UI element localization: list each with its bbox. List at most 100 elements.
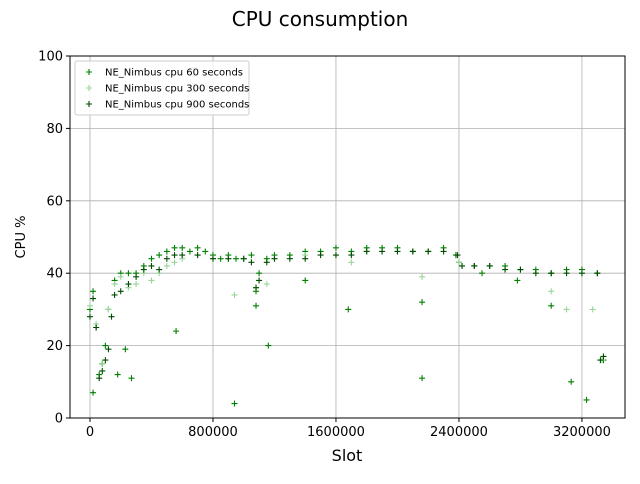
- data-point: [156, 252, 163, 259]
- data-point: [171, 244, 178, 251]
- data-point: [148, 262, 155, 269]
- legend-box: [74, 60, 250, 116]
- data-points: [86, 244, 607, 407]
- data-point: [122, 346, 129, 353]
- data-point: [99, 360, 106, 367]
- data-point: [548, 288, 555, 295]
- data-point: [105, 346, 112, 353]
- data-point: [263, 259, 270, 266]
- data-point: [179, 252, 186, 259]
- x-tick-label: 1600000: [307, 425, 365, 440]
- data-point: [563, 306, 570, 313]
- data-point: [345, 306, 352, 313]
- data-point: [248, 252, 255, 259]
- data-point: [286, 255, 293, 262]
- data-point: [454, 252, 461, 259]
- legend-marker: [86, 69, 92, 75]
- data-point: [256, 270, 263, 277]
- data-point: [363, 248, 370, 255]
- data-point: [133, 273, 140, 280]
- data-point: [548, 302, 555, 309]
- data-point: [148, 255, 155, 262]
- x-tick-label: 3200000: [553, 425, 611, 440]
- data-point: [163, 255, 170, 262]
- legend-marker: [86, 85, 92, 91]
- data-point: [102, 357, 109, 364]
- data-point: [108, 313, 115, 320]
- data-point: [102, 342, 109, 349]
- data-point: [471, 262, 478, 269]
- data-point: [179, 244, 186, 251]
- data-point: [173, 328, 180, 335]
- data-point: [594, 270, 601, 277]
- data-point: [455, 259, 462, 266]
- y-tick-label: 40: [46, 267, 63, 282]
- data-point: [111, 291, 118, 298]
- data-point: [379, 248, 386, 255]
- data-point: [125, 281, 132, 288]
- data-point: [217, 255, 224, 262]
- data-point: [209, 255, 216, 262]
- legend: NE_Nimbus cpu 60 seconds NE_Nimbus cpu 30…: [74, 60, 250, 116]
- data-point: [114, 371, 121, 378]
- data-point: [479, 270, 486, 277]
- data-point: [111, 281, 118, 288]
- x-axis-ticks: 0 800000 1600000 2400000 3200000: [86, 418, 611, 440]
- data-point: [186, 248, 193, 255]
- data-point: [140, 266, 147, 273]
- data-point: [194, 244, 201, 251]
- y-tick-label: 0: [55, 412, 63, 427]
- y-tick-label: 60: [46, 194, 63, 209]
- data-point: [225, 255, 232, 262]
- data-point: [133, 281, 140, 288]
- data-point: [517, 266, 524, 273]
- y-tick-label: 20: [46, 339, 63, 354]
- data-point: [563, 270, 570, 277]
- data-point: [332, 252, 339, 259]
- data-point: [332, 244, 339, 251]
- data-point: [90, 389, 97, 396]
- data-point: [99, 367, 106, 374]
- data-point: [440, 248, 447, 255]
- x-tick-label: 2400000: [430, 425, 488, 440]
- data-point: [163, 248, 170, 255]
- data-point: [419, 299, 426, 306]
- data-point: [231, 291, 238, 298]
- y-tick-label: 80: [46, 122, 63, 137]
- x-tick-label: 800000: [188, 425, 238, 440]
- legend-entry-2: NE_Nimbus cpu 300 seconds: [105, 84, 249, 95]
- chart-title: CPU consumption: [232, 7, 409, 31]
- data-point: [117, 288, 124, 295]
- data-point: [86, 313, 93, 320]
- data-point: [419, 375, 426, 382]
- data-point: [233, 255, 240, 262]
- data-point: [253, 302, 260, 309]
- data-point: [96, 375, 103, 382]
- data-point: [425, 248, 432, 255]
- y-tick-label: 100: [38, 50, 63, 65]
- data-point: [248, 259, 255, 266]
- data-point: [256, 277, 263, 284]
- data-point: [90, 288, 97, 295]
- data-point: [578, 270, 585, 277]
- data-point: [105, 306, 112, 313]
- x-axis-label: Slot: [332, 446, 363, 465]
- data-point: [348, 259, 355, 266]
- data-point: [253, 284, 260, 291]
- data-point: [117, 273, 124, 280]
- legend-entry-1: NE_Nimbus cpu 60 seconds: [105, 68, 243, 79]
- data-point: [302, 255, 309, 262]
- data-point: [514, 277, 521, 284]
- data-point: [163, 262, 170, 269]
- data-point: [394, 248, 401, 255]
- data-point: [148, 277, 155, 284]
- data-point: [156, 266, 163, 273]
- data-point: [86, 302, 93, 309]
- data-point: [93, 324, 100, 331]
- data-point: [271, 255, 278, 262]
- data-point: [171, 259, 178, 266]
- data-point: [317, 252, 324, 259]
- data-point: [589, 306, 596, 313]
